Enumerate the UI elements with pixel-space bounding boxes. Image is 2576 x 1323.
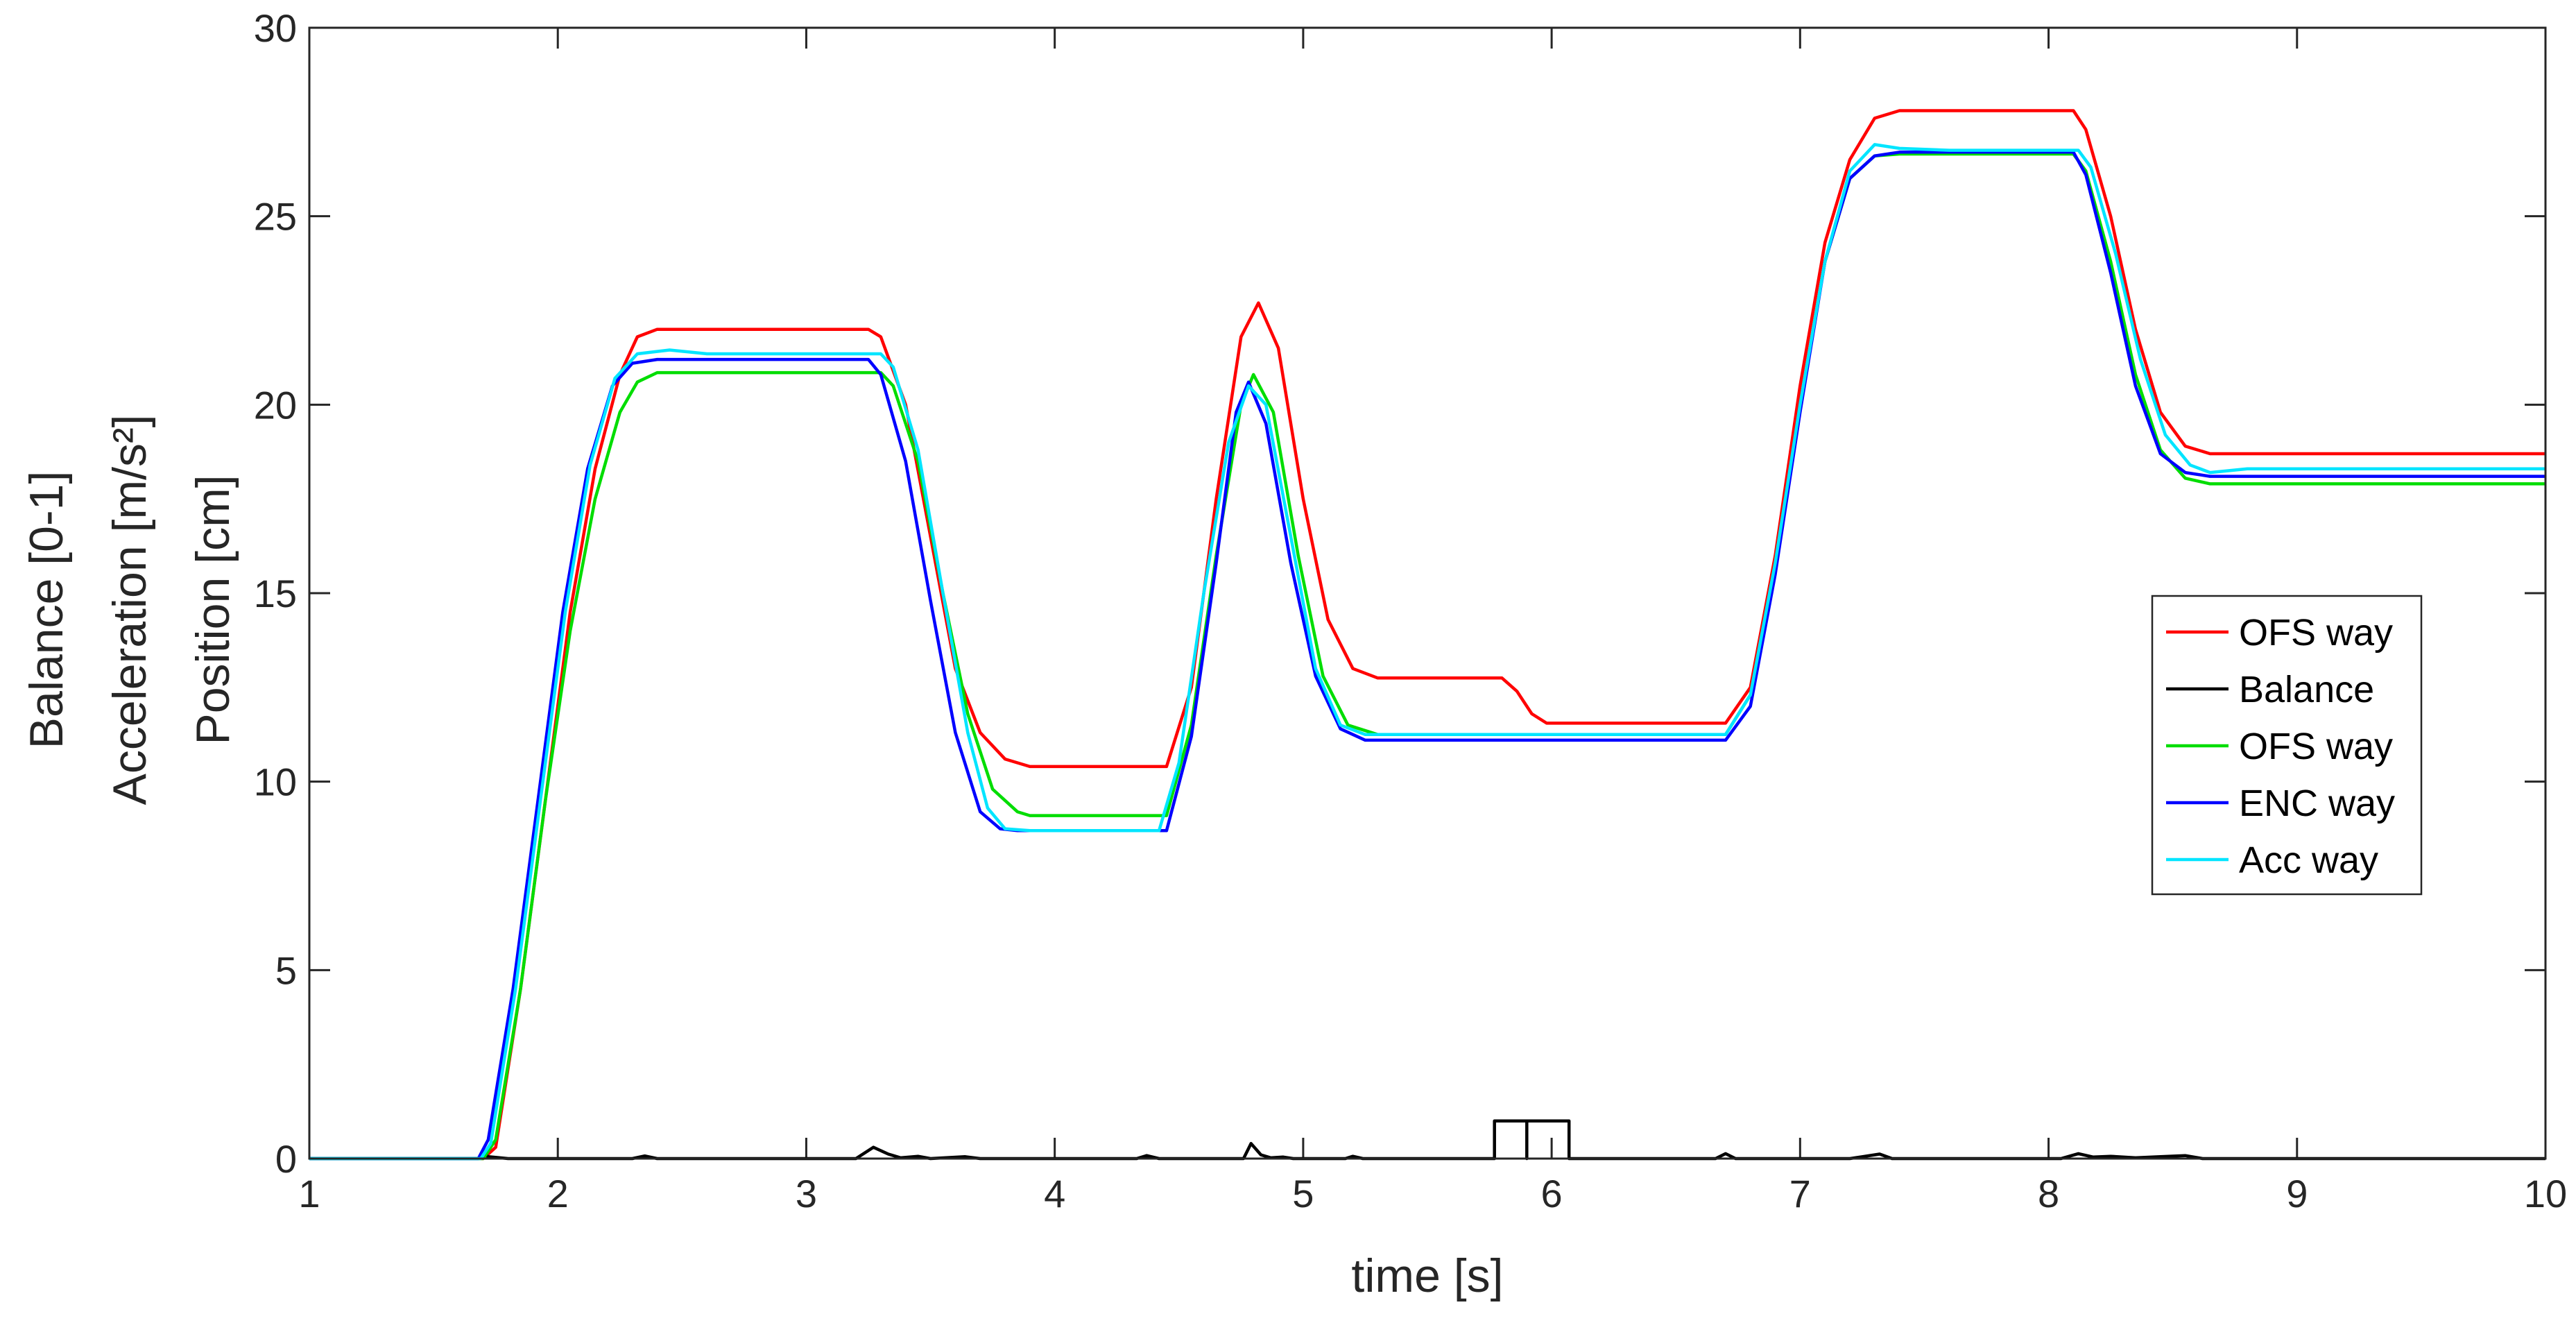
x-tick-label: 8 (2038, 1172, 2059, 1215)
y-axis-label-balance: Balance [0-1] (20, 471, 73, 749)
x-tick-label: 2 (547, 1172, 569, 1215)
x-tick-labels: 1 2 3 4 5 6 7 8 9 10 (298, 1172, 2567, 1215)
x-tick-label: 5 (1292, 1172, 1314, 1215)
x-tick-label: 9 (2286, 1172, 2308, 1215)
plot-area (309, 28, 2545, 1159)
y-tick-label: 15 (254, 572, 297, 615)
y-tick-label: 5 (275, 948, 297, 992)
series-layer (309, 109, 2545, 1161)
y-axis-label-acceleration: Acceleration [m/s²] (103, 414, 156, 805)
x-tick-label: 4 (1044, 1172, 1065, 1215)
y-axis-label-position: Position [cm] (187, 475, 239, 744)
legend-label-2: OFS way (2239, 726, 2393, 767)
y-axis-label: Balance [0-1] Acceleration [m/s²] Positi… (20, 414, 239, 805)
legend-label-3: ENC way (2239, 783, 2395, 824)
legend-label-0: OFS way (2239, 612, 2393, 654)
x-axis-label: time [s] (1351, 1249, 1503, 1302)
y-tick-label: 30 (254, 6, 297, 50)
y-tick-label: 20 (254, 383, 297, 427)
legend: OFS way Balance OFS way ENC way Acc way (2151, 595, 2423, 896)
x-tick-label: 3 (796, 1172, 817, 1215)
y-tick-label: 0 (275, 1137, 297, 1181)
x-tick-label: 10 (2524, 1172, 2567, 1215)
x-tick-label: 1 (298, 1172, 320, 1215)
axis-ticks (308, 26, 2547, 1160)
series-line-0 (309, 109, 2545, 1161)
legend-label-4: Acc way (2239, 839, 2378, 881)
x-tick-label: 6 (1541, 1172, 1563, 1215)
series-line-3 (309, 151, 2545, 1161)
y-tick-label: 10 (254, 760, 297, 804)
y-tick-labels: 0 5 10 15 20 25 30 (254, 6, 297, 1181)
x-tick-label: 7 (1789, 1172, 1811, 1215)
legend-label-1: Balance (2239, 669, 2374, 710)
y-tick-label: 25 (254, 195, 297, 239)
plot-frame (308, 26, 2547, 1160)
series-line-4 (309, 143, 2545, 1161)
